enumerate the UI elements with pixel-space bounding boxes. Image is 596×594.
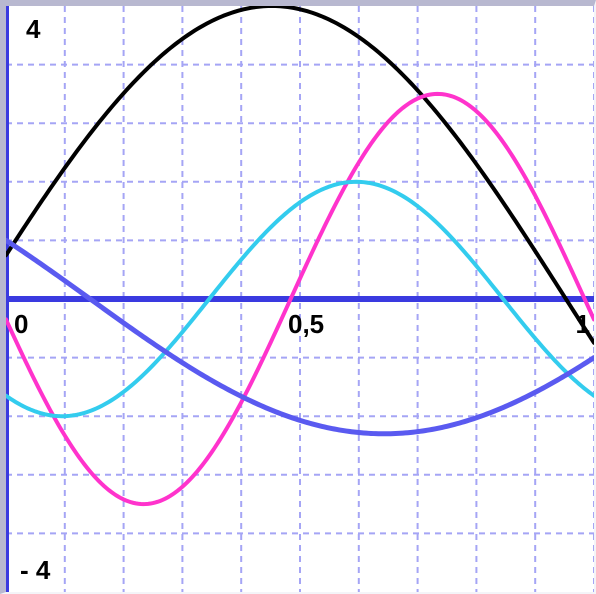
x-axis-left-label: 0 (14, 309, 28, 340)
y-axis-bottom-label: - 4 (20, 555, 50, 586)
chart-frame: 4 - 4 0 0,5 1 (0, 0, 596, 594)
chart-svg (6, 6, 594, 592)
x-axis-mid-label: 0,5 (288, 309, 324, 340)
y-axis-top-label: 4 (26, 14, 40, 45)
x-axis-right-label: 1 (576, 309, 590, 340)
